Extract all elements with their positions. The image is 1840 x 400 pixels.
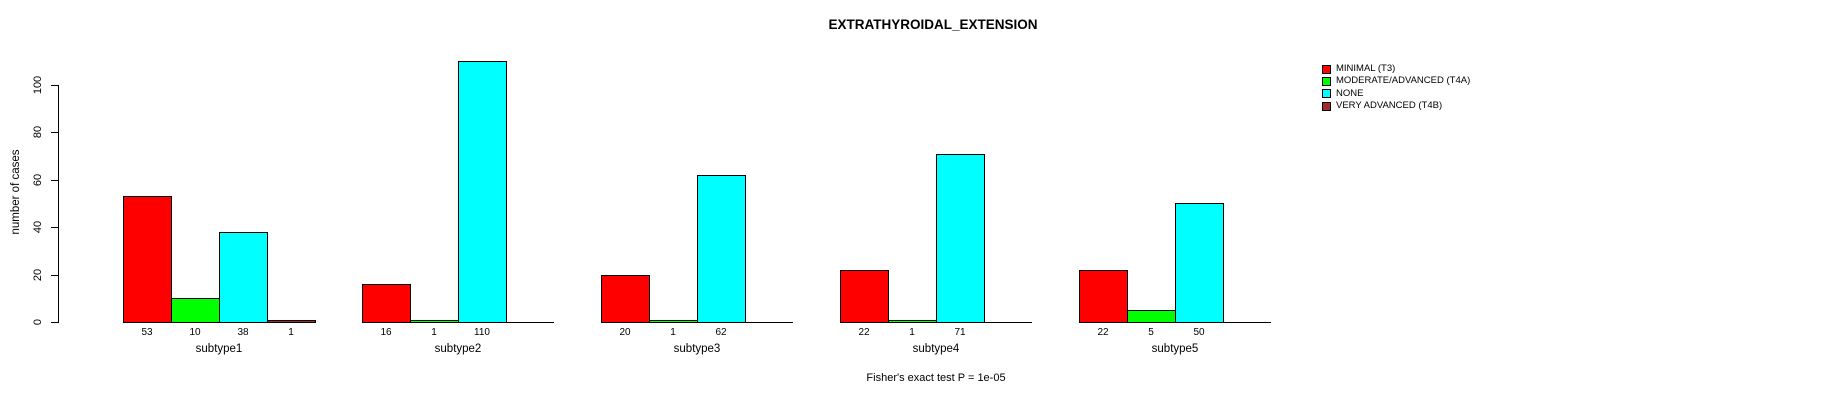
bar-value-label: 16	[380, 327, 392, 338]
y-tick-mark	[51, 179, 58, 181]
y-tick-mark	[51, 132, 58, 134]
y-axis-line	[58, 85, 59, 323]
legend: MINIMAL (T3) MODERATE/ADVANCED (T4A) NONE V…	[1322, 63, 1470, 112]
bar-subtype3-moderate-advanced-t4a-	[649, 320, 698, 323]
x-category-label: subtype4	[912, 343, 960, 355]
footnote: Fisher's exact test P = 1e-05	[866, 372, 1006, 384]
bar-value-label: 38	[237, 327, 249, 338]
y-axis-label: number of cases	[10, 149, 22, 235]
legend-label: MINIMAL (T3)	[1336, 63, 1396, 75]
bar-subtype5-minimal-t3-	[1079, 270, 1128, 323]
bar-value-label: 1	[909, 327, 915, 338]
legend-item: VERY ADVANCED (T4B)	[1322, 100, 1470, 112]
bar-subtype4-none	[936, 154, 985, 323]
bar-value-label: 10	[189, 327, 201, 338]
bar-value-label: 22	[1097, 327, 1109, 338]
y-tick-mark	[51, 227, 58, 229]
y-tick-label: 0	[32, 318, 44, 326]
y-tick-label: 20	[32, 268, 44, 281]
bar-subtype4-minimal-t3-	[840, 270, 889, 323]
legend-swatch	[1322, 76, 1331, 86]
bar-subtype2-moderate-advanced-t4a-	[410, 320, 459, 323]
y-tick-label: 100	[32, 75, 44, 95]
bar-value-label: 62	[715, 327, 727, 338]
legend-item: MINIMAL (T3)	[1322, 63, 1470, 75]
bar-value-label: 20	[619, 327, 631, 338]
legend-label: VERY ADVANCED (T4B)	[1336, 100, 1443, 112]
y-tick-label: 60	[32, 173, 44, 186]
x-category-label: subtype3	[673, 343, 721, 355]
legend-label: NONE	[1336, 87, 1364, 99]
bar-value-label: 1	[670, 327, 676, 338]
bar-subtype5-moderate-advanced-t4a-	[1127, 310, 1176, 323]
y-tick-label: 40	[32, 221, 44, 234]
legend-label: MODERATE/ADVANCED (T4A)	[1336, 75, 1471, 87]
y-tick-mark	[51, 274, 58, 276]
bar-subtype2-minimal-t3-	[362, 284, 411, 323]
bar-value-label: 22	[858, 327, 870, 338]
y-tick-mark	[51, 85, 58, 86]
y-tick-label: 80	[32, 126, 44, 139]
bar-value-label: 53	[141, 327, 153, 338]
chart-title: EXTRATHYROIDAL_EXTENSION	[828, 17, 1038, 32]
bar-subtype5-none	[1175, 203, 1224, 323]
bar-subtype1-moderate-advanced-t4a-	[171, 298, 220, 323]
bar-subtype1-very-advanced-t4b-	[267, 320, 316, 323]
bar-subtype3-minimal-t3-	[601, 275, 650, 323]
bar-subtype4-moderate-advanced-t4a-	[888, 320, 937, 323]
legend-item: MODERATE/ADVANCED (T4A)	[1322, 75, 1470, 87]
legend-item: NONE	[1322, 88, 1470, 100]
legend-swatch	[1322, 101, 1331, 111]
bar-subtype2-none	[458, 61, 507, 323]
bar-value-label: 50	[1193, 327, 1205, 338]
bar-value-label: 71	[954, 327, 966, 338]
bar-value-label: 1	[431, 327, 437, 338]
legend-swatch	[1322, 89, 1331, 99]
x-category-label: subtype2	[434, 343, 482, 355]
bar-value-label: 1	[288, 327, 294, 338]
x-category-label: subtype1	[195, 343, 243, 355]
y-tick-mark	[51, 322, 58, 323]
x-category-label: subtype5	[1151, 343, 1199, 355]
bar-subtype1-minimal-t3-	[123, 196, 172, 323]
bar-value-label: 5	[1148, 327, 1154, 338]
bar-subtype3-none	[697, 175, 746, 323]
bar-subtype1-none	[219, 232, 268, 323]
legend-swatch	[1322, 64, 1331, 74]
bar-value-label: 110	[474, 327, 490, 338]
